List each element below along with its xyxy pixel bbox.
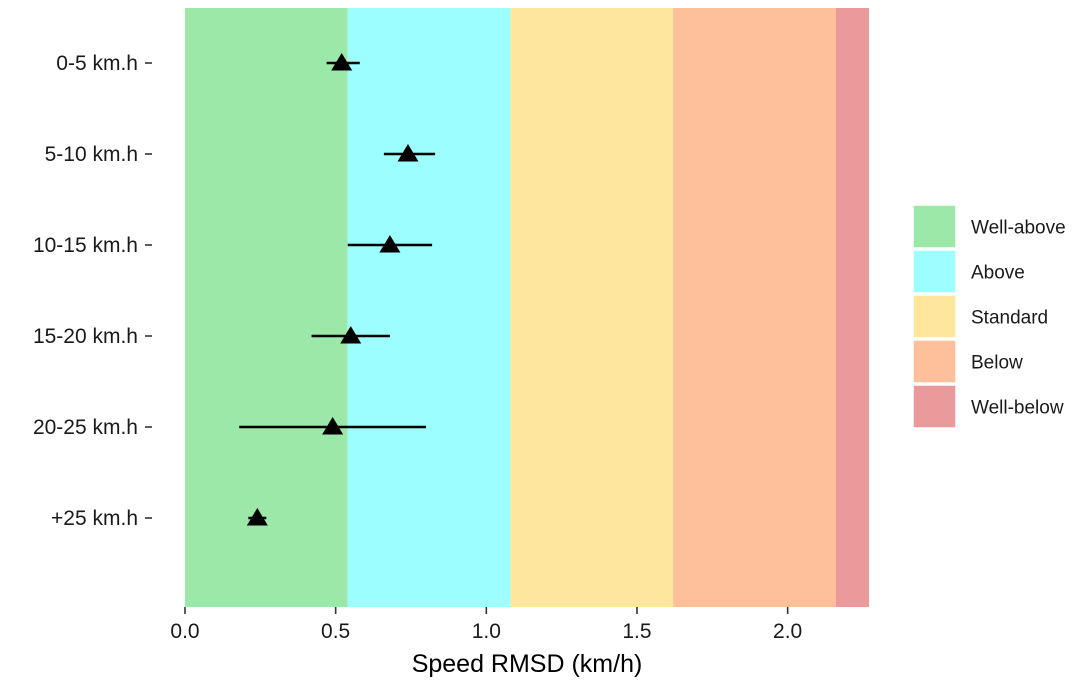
x-axis-title: Speed RMSD (km/h) xyxy=(412,650,643,678)
legend-key xyxy=(912,249,957,294)
y-tick-label: 5-10 km.h xyxy=(45,143,138,166)
data-points xyxy=(246,53,419,526)
legend-key xyxy=(912,339,957,384)
x-tick-label: 1.0 xyxy=(472,620,501,643)
band-below xyxy=(673,8,836,607)
y-tick-label: +25 km.h xyxy=(51,507,138,530)
background-bands xyxy=(185,8,869,607)
y-tick-label: 15-20 km.h xyxy=(33,325,138,348)
legend-label: Standard xyxy=(971,308,1048,329)
data-point xyxy=(246,508,268,526)
band-standard xyxy=(510,8,674,607)
band-well-above xyxy=(185,8,348,607)
legend-key xyxy=(912,294,957,339)
x-axis: 0.0 0.5 1.0 1.5 2.0 xyxy=(170,607,802,643)
data-point xyxy=(331,53,353,71)
data-point xyxy=(397,144,419,162)
x-tick-label: 0.0 xyxy=(170,620,199,643)
x-tick-label: 2.0 xyxy=(773,620,802,643)
legend-key xyxy=(912,204,957,249)
data-point xyxy=(379,235,401,253)
data-point xyxy=(340,326,362,344)
y-axis: 0-5 km.h 5-10 km.h 10-15 km.h 15-20 km.h 20-… xyxy=(33,52,152,530)
legend-key xyxy=(912,384,957,429)
y-tick-label: 0-5 km.h xyxy=(56,52,138,75)
legend-label: Well-below xyxy=(971,398,1064,419)
legend: Well-above Above Standard Below Well-below xyxy=(912,204,1066,429)
y-tick-label: 20-25 km.h xyxy=(33,416,138,439)
legend-label: Above xyxy=(971,263,1025,284)
x-tick-label: 0.5 xyxy=(321,620,350,643)
band-above xyxy=(347,8,511,607)
legend-label: Below xyxy=(971,353,1023,374)
x-tick-label: 1.5 xyxy=(622,620,651,643)
legend-label: Well-above xyxy=(971,218,1066,239)
y-tick-label: 10-15 km.h xyxy=(33,234,138,257)
data-point xyxy=(322,417,344,435)
band-well-below xyxy=(835,8,869,607)
